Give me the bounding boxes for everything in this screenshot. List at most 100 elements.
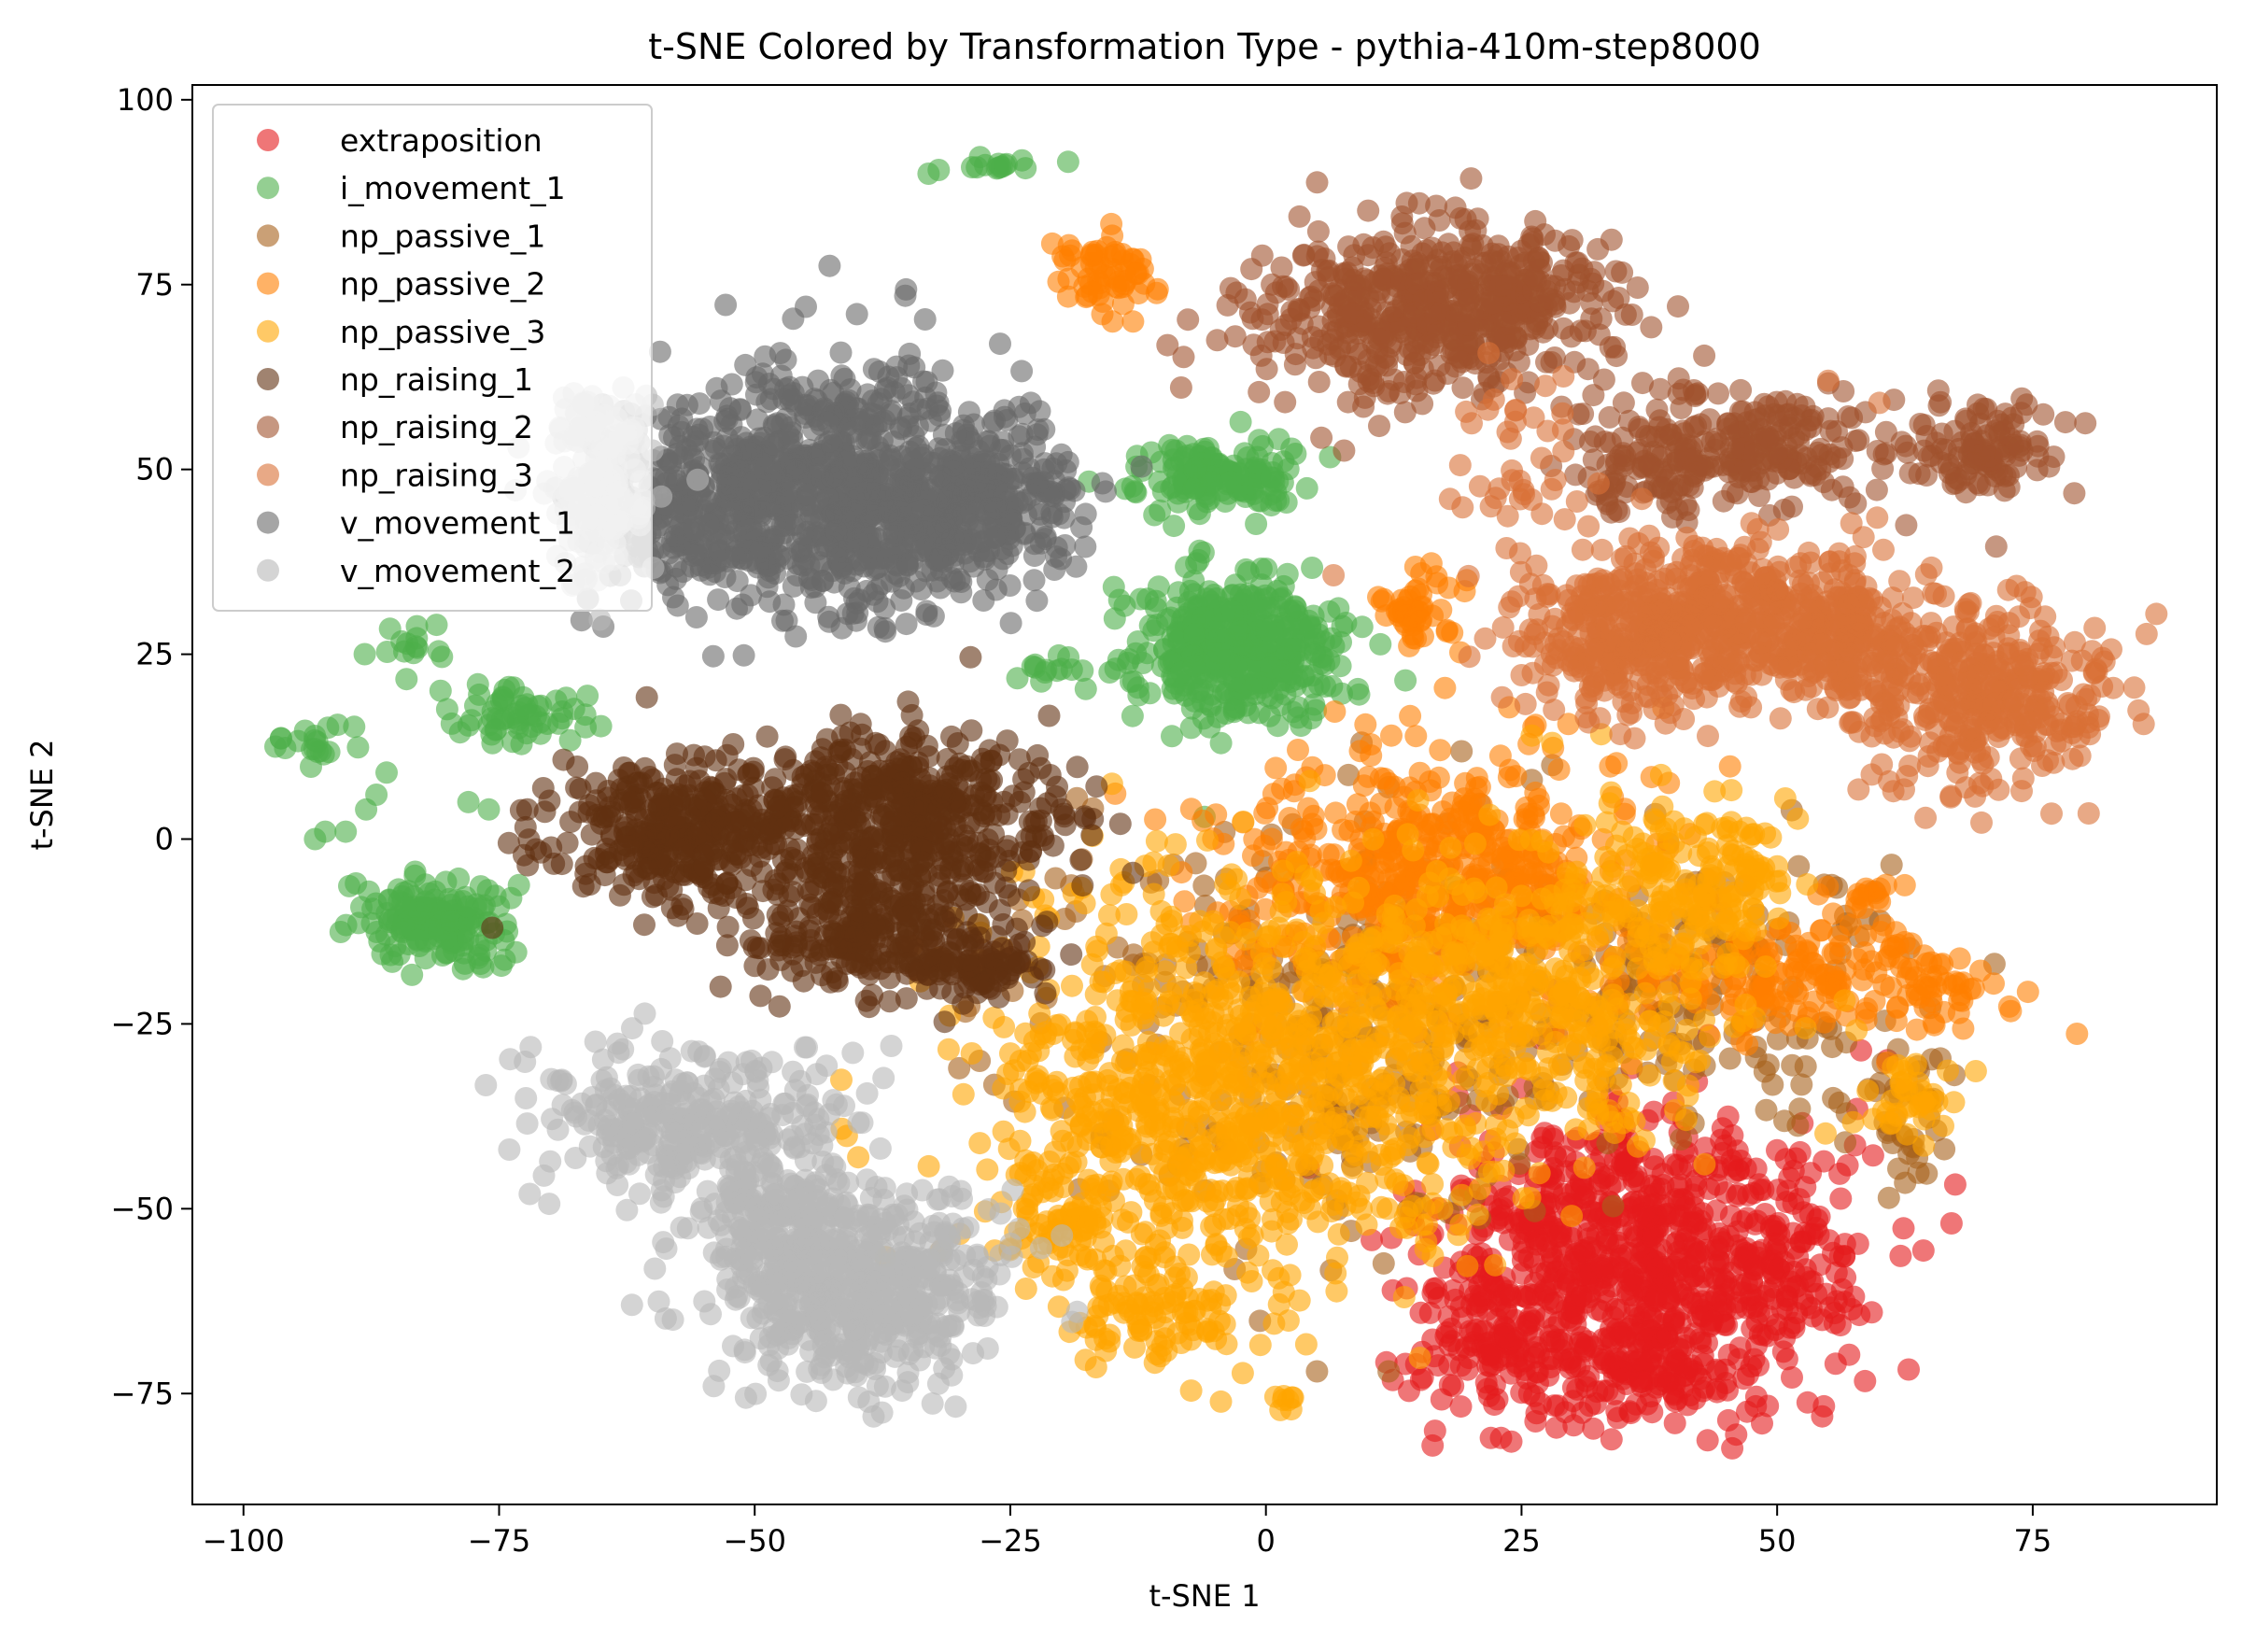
scatter-point xyxy=(1264,1167,1288,1191)
scatter-point xyxy=(1372,851,1395,874)
scatter-point xyxy=(1234,1011,1257,1035)
scatter-point xyxy=(1228,970,1250,994)
scatter-point xyxy=(329,921,352,943)
scatter-point xyxy=(1494,1325,1516,1348)
scatter-point xyxy=(1372,587,1395,611)
scatter-point xyxy=(1398,1379,1420,1403)
scatter-point xyxy=(1247,1244,1270,1267)
scatter-point xyxy=(1586,1222,1609,1246)
scatter-point xyxy=(1258,597,1281,620)
scatter-point xyxy=(927,159,951,181)
scatter-point xyxy=(1546,1225,1570,1249)
scatter-point xyxy=(1431,1197,1454,1221)
scatter-point xyxy=(1776,1298,1799,1321)
scatter-point xyxy=(1689,958,1713,981)
scatter-point xyxy=(1121,310,1145,333)
scatter-point xyxy=(1215,1149,1237,1172)
scatter-point xyxy=(1620,1052,1643,1076)
scatter-point xyxy=(1516,1104,1540,1127)
scatter-point xyxy=(1516,1310,1539,1334)
scatter-point xyxy=(1533,1122,1557,1145)
scatter-point xyxy=(1599,755,1622,778)
scatter-point xyxy=(1933,1137,1956,1161)
scatter-point xyxy=(1264,480,1288,503)
scatter-point xyxy=(1427,766,1450,789)
scatter-point xyxy=(1136,587,1159,611)
scatter-point xyxy=(1638,1010,1661,1033)
scatter-point xyxy=(1404,725,1428,748)
scatter-point xyxy=(1887,1157,1910,1180)
scatter-point xyxy=(1380,724,1403,747)
scatter-point xyxy=(1550,1328,1572,1351)
scatter-point xyxy=(1385,978,1408,1001)
scatter-point xyxy=(1313,984,1336,1008)
scatter-point xyxy=(1354,713,1377,736)
scatter-point xyxy=(1679,1384,1701,1406)
scatter-point xyxy=(1618,993,1642,1016)
scatter-point xyxy=(1206,978,1230,1001)
scatter-point xyxy=(1361,827,1385,851)
scatter-point xyxy=(1480,908,1502,931)
scatter-point xyxy=(1209,1038,1233,1061)
scatter-point xyxy=(1300,1085,1323,1108)
scatter-point xyxy=(1061,239,1084,262)
scatter-point xyxy=(1495,1302,1518,1324)
scatter-point xyxy=(1632,1202,1656,1225)
scatter-point xyxy=(467,946,490,969)
scatter-point xyxy=(1391,1038,1415,1062)
scatter-point xyxy=(1872,913,1896,937)
scatter-point xyxy=(1754,955,1777,979)
scatter-point xyxy=(1404,897,1428,921)
scatter-point xyxy=(1267,428,1290,451)
scatter-point xyxy=(1189,1135,1212,1158)
scatter-point xyxy=(1439,836,1462,859)
scatter-point xyxy=(457,790,480,813)
scatter-point xyxy=(1305,1360,1329,1383)
scatter-point xyxy=(1861,1144,1884,1167)
scatter-point xyxy=(1304,923,1328,946)
scatter-point xyxy=(1248,1334,1272,1357)
scatter-point xyxy=(1327,1222,1350,1246)
scatter-point xyxy=(1816,875,1840,898)
scatter-point xyxy=(1320,1032,1344,1055)
scatter-point xyxy=(1301,557,1324,579)
scatter-point xyxy=(1234,1178,1257,1201)
scatter-point xyxy=(1047,1081,1069,1105)
scatter-point xyxy=(1817,973,1840,996)
scatter-point xyxy=(2066,1023,2089,1045)
scatter-point xyxy=(1811,1405,1834,1428)
scatter-point xyxy=(1324,1262,1347,1285)
scatter-point xyxy=(1069,1113,1093,1137)
scatter-point xyxy=(1716,1105,1740,1128)
scatter-point xyxy=(1430,1388,1453,1411)
scatter-point xyxy=(982,1006,1006,1029)
scatter-point xyxy=(1705,1173,1728,1196)
scatter-point xyxy=(1833,989,1856,1012)
scatter-point xyxy=(1287,706,1310,729)
scatter-point xyxy=(1786,1114,1810,1137)
scatter-point xyxy=(1730,1281,1754,1305)
scatter-point xyxy=(1373,767,1396,790)
scatter-point xyxy=(1403,998,1427,1022)
scatter-point xyxy=(1402,839,1425,862)
scatter-point xyxy=(303,725,327,747)
scatter-point xyxy=(1285,851,1308,873)
scatter-point xyxy=(355,798,378,821)
scatter-point xyxy=(1585,1092,1607,1115)
scatter-point xyxy=(1566,1377,1589,1401)
scatter-point xyxy=(1580,1200,1603,1222)
scatter-point xyxy=(937,1038,960,1061)
scatter-point xyxy=(401,963,424,986)
scatter-point xyxy=(1893,873,1916,897)
scatter-point xyxy=(1700,1309,1724,1333)
scatter-point xyxy=(1333,1194,1357,1217)
scatter-point xyxy=(1982,972,2005,995)
scatter-point xyxy=(396,632,419,656)
scatter-point xyxy=(1537,926,1560,950)
scatter-point xyxy=(1381,905,1404,928)
scatter-point xyxy=(1646,1256,1670,1279)
scatter-point xyxy=(1553,825,1575,848)
scatter-point xyxy=(1435,981,1459,1005)
scatter-point xyxy=(573,703,597,727)
scatter-point xyxy=(1372,1066,1395,1089)
